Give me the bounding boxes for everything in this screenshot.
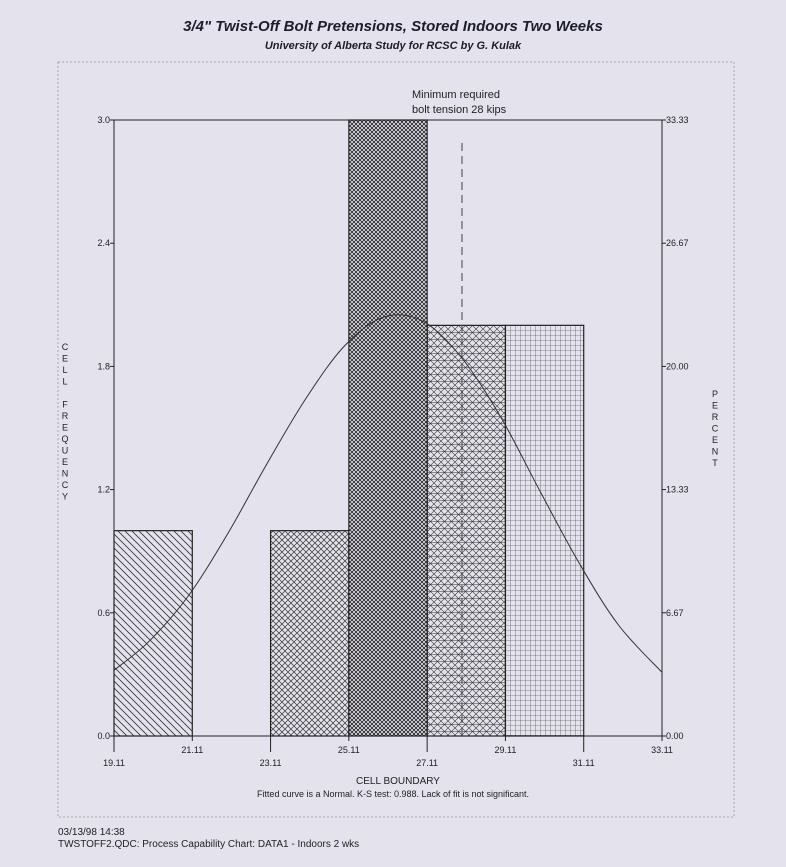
y2-tick-label: 20.00 [666,361,689,371]
x-tick-label: 23.11 [260,758,282,768]
x-axis-label: CELL BOUNDARY [356,776,440,787]
histogram-bar [504,324,585,737]
histogram-bars [113,119,585,737]
y2-tick-label: 13.33 [666,485,689,495]
y-tick-label: 1.8 [97,361,110,371]
axes: 0.0 0.00 0.6 6.67 1.2 13.33 1.8 20.00 2.4 26.67 3.… [61,115,718,768]
histogram-bar [113,530,193,737]
histogram-bar [348,119,428,737]
y-tick-label: 1.2 [97,485,110,495]
x-tick-label: 25.11 [338,745,360,755]
y-tick-label: 2.4 [97,238,110,248]
y-tick-label: 3.0 [97,115,110,125]
footer-timestamp: 03/13/98 14:38 [58,827,125,838]
outer-frame [57,61,735,818]
chart-subtitle: University of Alberta Study for RCSC by … [264,40,522,52]
footer-caption: TWSTOFF2.QDC: Process Capability Chart: … [58,839,360,850]
x-tick-label: 21.11 [181,745,203,755]
y2-tick-label: 33.33 [666,115,689,125]
x-tick-label: 31.11 [573,758,595,768]
x-tick-label: 29.11 [494,745,516,755]
chart-title: 3/4" Twist-Off Bolt Pretensions, Stored … [183,18,603,35]
y-tick-label: 0.0 [97,731,110,741]
x-tick-label: 19.11 [103,758,125,768]
x-tick-label: 33.11 [651,745,673,755]
fit-note: Fitted curve is a Normal. K-S test: 0.98… [257,789,529,799]
reference-label-line1: Minimum required [412,89,500,101]
x-tick-label: 27.11 [416,758,438,768]
histogram-bar [426,324,507,737]
y-tick-label: 0.6 [97,608,110,618]
y2-tick-label: 0.00 [666,731,684,741]
reference-label-line2: bolt tension 28 kips [412,104,507,116]
y2-tick-label: 26.67 [666,238,689,248]
histogram-bar [269,530,350,737]
y2-tick-label: 6.67 [666,608,684,618]
fitted-normal-curve [113,314,663,673]
